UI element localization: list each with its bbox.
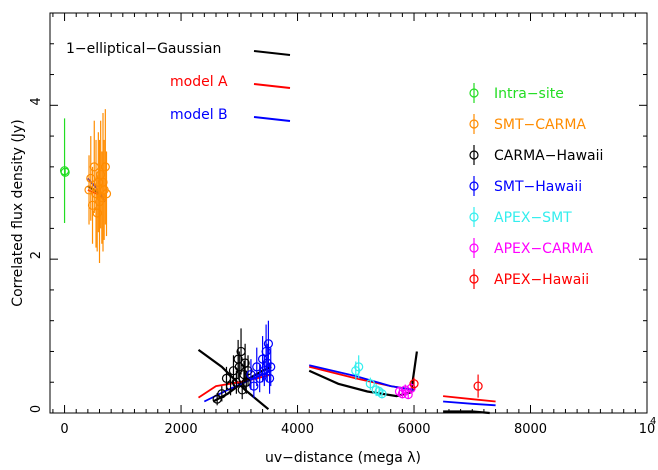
- legend: 1−elliptical−Gaussian model A model B Intra…: [66, 41, 603, 289]
- x-tick-exponent: 4: [650, 416, 656, 427]
- x-tick-label: 10: [639, 422, 656, 437]
- data-point: [60, 167, 70, 177]
- data-point: [377, 389, 387, 399]
- legend-series-label: CARMA−Hawaii: [494, 148, 603, 164]
- data-point: [406, 383, 416, 393]
- y-tick-label: 2: [29, 251, 44, 259]
- data-point: [249, 381, 259, 391]
- data-point: [394, 386, 405, 397]
- legend-series-marker: [469, 212, 479, 222]
- legend-model-label: model B: [170, 107, 228, 123]
- y-axis-label: Correlated flux density (Jy): [10, 119, 26, 306]
- plot-frame: [49, 12, 648, 414]
- x-tick-label: 8000: [514, 422, 547, 437]
- y-tick-label: 0: [29, 405, 44, 413]
- legend-series-label: SMT−Hawaii: [494, 179, 582, 195]
- data-points: [59, 109, 483, 406]
- legend-series-marker: [469, 119, 479, 129]
- data-point: [101, 189, 112, 199]
- model-curves: [87, 177, 496, 415]
- x-tick-label: 4000: [281, 422, 314, 437]
- legend-model-line: [253, 83, 291, 89]
- legend-series-label: SMT−CARMA: [494, 117, 586, 133]
- data-point: [231, 377, 241, 387]
- model-curve-1: [443, 410, 490, 415]
- data-point: [354, 362, 364, 372]
- data-point: [409, 379, 419, 389]
- data-point: [266, 362, 276, 372]
- data-point: [100, 162, 110, 172]
- data-point: [240, 358, 250, 368]
- legend-series-label: APEX−SMT: [494, 210, 572, 226]
- data-point: [473, 381, 483, 391]
- y-tick-label: 4: [29, 97, 44, 105]
- legend-series-marker: [469, 150, 479, 160]
- data-point: [246, 369, 256, 380]
- legend-model-line: [253, 116, 291, 122]
- legend-series-marker: [469, 274, 479, 284]
- x-tick-label: 6000: [397, 422, 430, 437]
- data-point: [365, 379, 375, 389]
- model-curve-3: [443, 400, 496, 407]
- data-point: [252, 362, 262, 372]
- data-point: [212, 394, 222, 404]
- data-point: [374, 386, 384, 397]
- x-tick-label: 2000: [165, 422, 198, 437]
- legend-series-marker: [469, 243, 479, 253]
- legend-series-marker: [469, 88, 479, 98]
- legend-model-line: [253, 50, 291, 56]
- legend-model-label: model A: [170, 74, 228, 90]
- data-point: [263, 339, 274, 349]
- data-point: [255, 373, 265, 383]
- data-point: [241, 377, 251, 387]
- data-point: [264, 373, 275, 383]
- model-curve-2: [443, 395, 496, 403]
- legend-series-label: APEX−Hawaii: [494, 272, 589, 288]
- legend-series-label: Intra−site: [494, 86, 564, 102]
- legend-model-label: 1−elliptical−Gaussian: [66, 41, 221, 57]
- data-point: [400, 385, 410, 395]
- x-tick-label: 0: [60, 422, 68, 437]
- data-point: [217, 389, 227, 399]
- axis-ticks: 0 2000 4000 6000 8000 10 0 2 4: [29, 12, 656, 437]
- legend-series-label: APEX−CARMA: [494, 241, 593, 257]
- legend-series-marker: [469, 181, 479, 191]
- x-axis-label: uv−distance (mega λ): [265, 450, 421, 466]
